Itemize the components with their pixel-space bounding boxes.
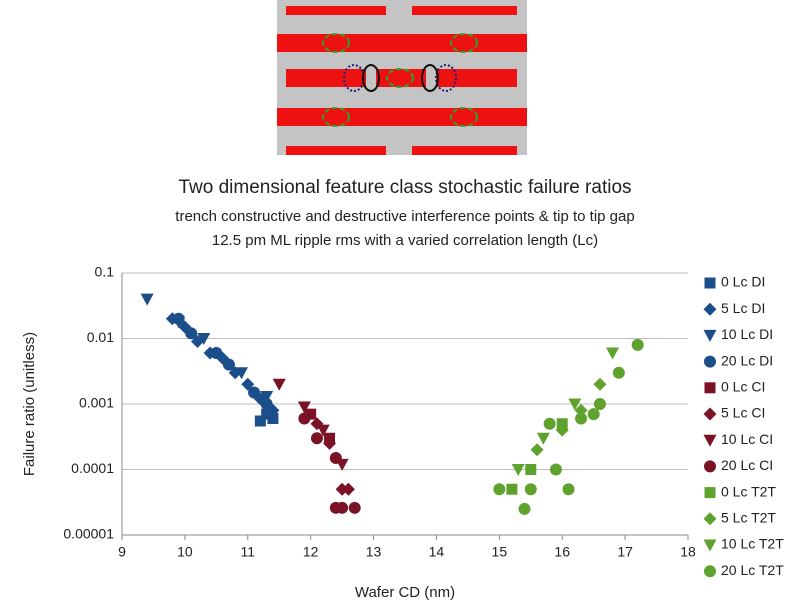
marker xyxy=(536,432,550,445)
y-axis-label: Failure ratio (unitless) xyxy=(21,332,38,476)
legend-label: 10 Lc DI xyxy=(721,326,773,342)
marker xyxy=(593,377,607,391)
legend-marker xyxy=(704,565,716,578)
marker xyxy=(234,367,248,380)
chart-subtitle: 12.5 pm ML ripple rms with a varied corr… xyxy=(212,232,598,249)
legend-marker xyxy=(703,512,717,526)
legend-marker xyxy=(704,277,716,289)
marker xyxy=(140,293,154,306)
marker xyxy=(530,443,544,457)
marker xyxy=(341,482,355,496)
legend-label: 5 Lc T2T xyxy=(721,510,776,526)
marker xyxy=(549,463,562,476)
marker xyxy=(267,413,279,425)
marker xyxy=(555,423,569,437)
x-tick-label: 17 xyxy=(617,544,633,560)
marker xyxy=(323,436,337,450)
legend-marker xyxy=(703,407,717,421)
legend-label: 10 Lc CI xyxy=(721,431,773,447)
legend-marker xyxy=(703,302,717,316)
legend-marker xyxy=(703,539,717,552)
legend-marker xyxy=(704,460,716,473)
legend-label: 0 Lc T2T xyxy=(721,483,776,499)
marker xyxy=(348,501,361,514)
diagram xyxy=(277,0,527,155)
legend-marker xyxy=(704,355,716,368)
marker xyxy=(525,464,537,475)
marker xyxy=(593,398,606,410)
marker xyxy=(568,398,582,411)
marker xyxy=(272,378,286,391)
marker xyxy=(210,347,223,360)
marker xyxy=(329,451,342,464)
marker xyxy=(310,432,323,445)
marker xyxy=(543,417,556,430)
legend-label: 20 Lc T2T xyxy=(721,562,784,578)
marker xyxy=(587,408,600,421)
chart-subtitle: trench constructive and destructive inte… xyxy=(175,208,634,225)
x-tick-label: 10 xyxy=(177,544,193,560)
legend-marker xyxy=(704,487,716,499)
marker xyxy=(305,408,317,420)
legend-marker xyxy=(703,329,717,342)
legend-marker xyxy=(703,434,717,447)
y-tick-label: 0.01 xyxy=(87,329,114,345)
marker xyxy=(261,408,273,420)
marker xyxy=(329,501,342,514)
legend-label: 5 Lc DI xyxy=(721,300,765,316)
y-tick-label: 0.001 xyxy=(79,395,114,411)
marker xyxy=(298,412,311,425)
legend-label: 20 Lc DI xyxy=(721,352,773,368)
marker xyxy=(185,327,198,340)
marker xyxy=(506,483,518,495)
x-tick-label: 13 xyxy=(366,544,382,560)
marker xyxy=(172,312,185,325)
marker xyxy=(631,338,644,351)
marker xyxy=(562,483,575,496)
x-axis-label: Wafer CD (nm) xyxy=(355,584,455,601)
marker xyxy=(297,401,311,414)
legend-label: 10 Lc T2T xyxy=(721,536,784,552)
y-tick-label: 0.00001 xyxy=(63,526,114,542)
legend-label: 0 Lc DI xyxy=(721,274,765,290)
x-tick-label: 12 xyxy=(303,544,319,560)
legend-marker xyxy=(704,382,716,394)
marker xyxy=(612,366,625,379)
marker xyxy=(260,398,273,410)
x-tick-label: 15 xyxy=(492,544,508,560)
y-tick-label: 0.0001 xyxy=(71,460,114,476)
marker xyxy=(197,333,211,345)
marker xyxy=(254,415,266,427)
marker xyxy=(518,502,531,515)
marker xyxy=(606,347,620,360)
x-tick-label: 16 xyxy=(554,544,570,560)
x-tick-label: 11 xyxy=(241,544,256,560)
marker xyxy=(575,412,588,425)
legend-label: 0 Lc CI xyxy=(721,379,765,395)
chart-title: Two dimensional feature class stochastic… xyxy=(178,177,631,198)
legend-label: 20 Lc CI xyxy=(721,457,773,473)
x-tick-label: 18 xyxy=(680,544,696,560)
marker xyxy=(493,483,506,496)
marker xyxy=(511,464,525,476)
marker xyxy=(222,358,235,371)
y-tick-label: 0.1 xyxy=(95,264,115,280)
marker xyxy=(316,424,330,437)
marker xyxy=(248,386,261,399)
x-tick-label: 9 xyxy=(118,544,126,560)
marker xyxy=(524,483,537,496)
marker xyxy=(260,391,274,404)
legend-label: 5 Lc CI xyxy=(721,405,765,421)
x-tick-label: 14 xyxy=(429,544,445,560)
